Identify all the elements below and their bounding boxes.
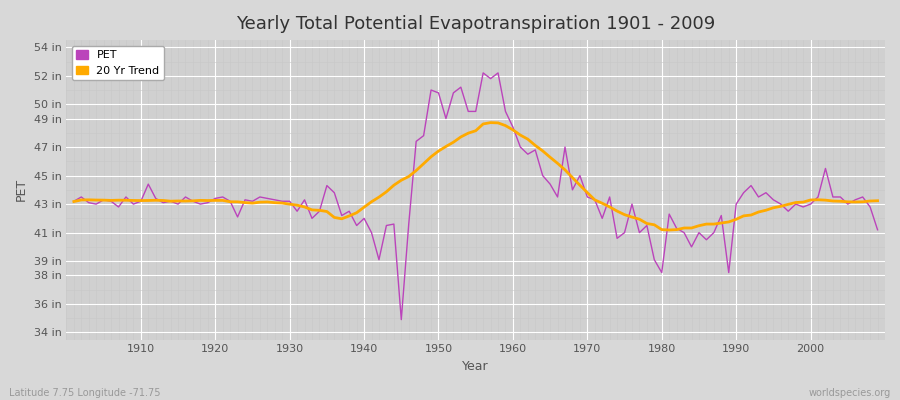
Legend: PET, 20 Yr Trend: PET, 20 Yr Trend — [72, 46, 164, 80]
Y-axis label: PET: PET — [15, 178, 28, 202]
Title: Yearly Total Potential Evapotranspiration 1901 - 2009: Yearly Total Potential Evapotranspiratio… — [236, 15, 716, 33]
X-axis label: Year: Year — [463, 360, 489, 373]
Text: worldspecies.org: worldspecies.org — [809, 388, 891, 398]
Text: Latitude 7.75 Longitude -71.75: Latitude 7.75 Longitude -71.75 — [9, 388, 160, 398]
